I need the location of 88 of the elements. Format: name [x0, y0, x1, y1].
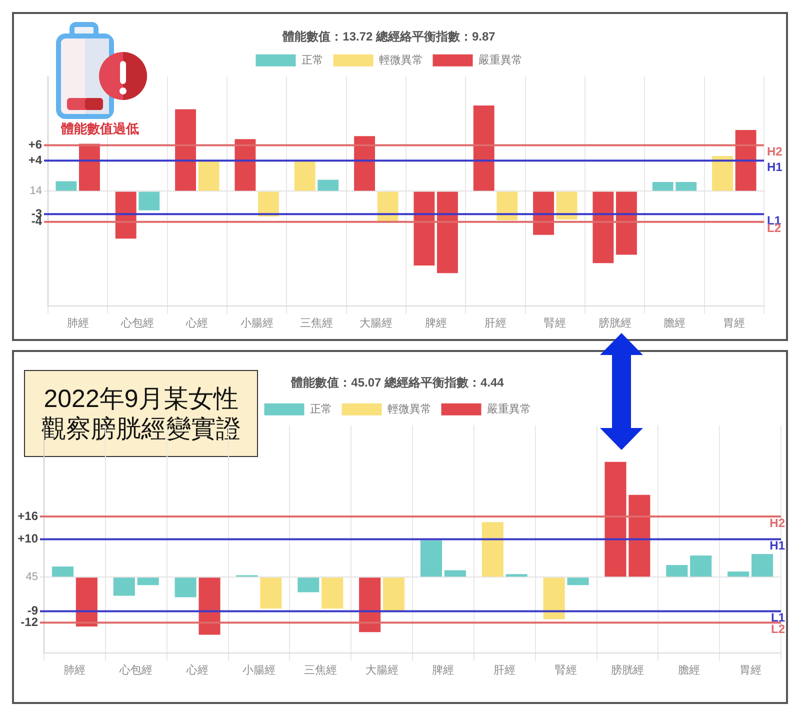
legend-label: 輕微異常: [378, 53, 423, 66]
bar: [382, 578, 405, 612]
bar: [628, 494, 650, 577]
bar: [728, 571, 750, 577]
bar: [174, 578, 196, 598]
legend-label: 正常: [301, 53, 324, 66]
bar: [533, 192, 554, 235]
bar: [298, 578, 320, 592]
bar: [198, 578, 220, 635]
bar: [436, 192, 458, 274]
bar: [444, 570, 466, 577]
bar: [258, 192, 279, 216]
x-tick-label: 大腸經: [365, 664, 398, 677]
bar: [234, 139, 256, 191]
y-tick-label: +6: [28, 138, 42, 152]
bar: [260, 578, 282, 609]
bar: [473, 105, 494, 191]
x-tick-label: 脾經: [424, 318, 447, 330]
bar: [676, 182, 697, 191]
ref-line-label: H1: [767, 160, 783, 174]
bar: [567, 578, 589, 586]
ref-line-label: H2: [767, 144, 783, 159]
x-tick-label: 脾經: [432, 664, 454, 677]
legend-label: 輕微異常: [387, 402, 432, 416]
x-tick-label: 腎經: [555, 664, 578, 677]
x-tick-label: 心包經: [118, 664, 153, 677]
bar: [751, 554, 774, 577]
text: 45: [26, 571, 38, 584]
x-tick-label: 腎經: [544, 318, 566, 330]
bar: [377, 192, 398, 222]
bar: [652, 182, 674, 191]
x-tick-label: 心經: [185, 316, 208, 330]
bar: [78, 144, 100, 191]
bar: [137, 578, 159, 586]
chart-title: 體能數值：13.72 總經絡平衡指數：9.87: [282, 30, 496, 44]
bar: [322, 578, 344, 609]
bar: [690, 556, 712, 577]
bar: [592, 192, 614, 264]
x-tick-label: 肝經: [484, 318, 506, 330]
x-tick-label: 心包經: [120, 316, 154, 330]
annotation: 體能數值過低: [61, 121, 139, 136]
bar: [52, 566, 74, 577]
bar: [113, 578, 135, 596]
bar: [138, 192, 160, 210]
legend-label: 正常: [310, 402, 332, 416]
y-tick-label: +10: [18, 532, 38, 546]
bar: [175, 109, 196, 191]
x-tick-label: 膽經: [678, 664, 700, 677]
bar: [666, 564, 688, 577]
x-tick-label: 大腸經: [360, 316, 393, 330]
legend-label: 嚴重異常: [478, 53, 522, 66]
x-tick-label: 膀胱經: [610, 664, 644, 677]
x-tick-label: 胃經: [723, 318, 746, 330]
bar: [420, 540, 442, 577]
ref-line-label: H2: [770, 516, 786, 530]
ref-line-label: H1: [770, 538, 786, 553]
x-tick-label: 胃經: [739, 664, 762, 677]
x-tick-label: 三焦經: [304, 664, 337, 677]
x-tick-label: 肝經: [494, 664, 516, 677]
bar: [604, 462, 626, 577]
x-tick-label: 小腸經: [242, 664, 276, 677]
bar: [735, 130, 756, 191]
bar: [294, 161, 316, 191]
bar: [496, 192, 518, 220]
bar: [198, 161, 220, 191]
x-tick-label: 心經: [186, 664, 209, 677]
bar: [482, 522, 504, 577]
x-tick-label: 膽經: [664, 318, 686, 330]
x-tick-label: 膀胱經: [598, 316, 632, 330]
bar: [318, 180, 339, 191]
bar: [414, 192, 435, 266]
bar: [56, 181, 77, 191]
bar: [712, 156, 734, 191]
y-tick-label: +16: [18, 508, 38, 523]
x-tick-label: 肺經: [64, 664, 86, 677]
text: 14: [30, 185, 42, 198]
bar: [616, 192, 637, 255]
y-tick-label: +4: [28, 152, 42, 167]
bar: [506, 574, 528, 577]
bar: [354, 136, 376, 191]
bar: [543, 578, 565, 620]
legend-label: 嚴重異常: [486, 402, 531, 416]
x-tick-label: 小腸經: [240, 316, 274, 330]
bar: [556, 192, 578, 220]
bar: [76, 578, 98, 626]
x-tick-label: 肺經: [66, 318, 89, 330]
chart-title: 體能數值：45.07 總經絡平衡指數：4.44: [291, 376, 504, 390]
x-tick-label: 三焦經: [300, 318, 333, 330]
